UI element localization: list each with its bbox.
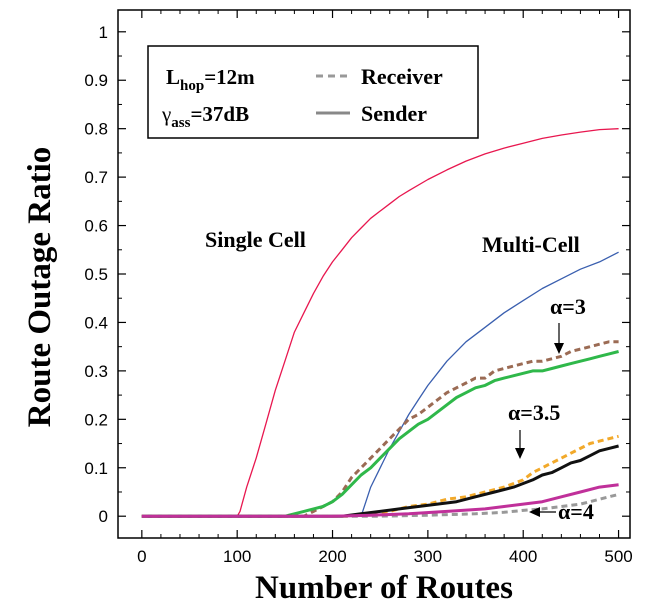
series-line-2 bbox=[141, 340, 619, 518]
y-tick-label: 0.5 bbox=[84, 265, 108, 284]
series-line-3 bbox=[141, 350, 619, 518]
multi-cell-label: Multi-Cell bbox=[482, 232, 580, 257]
legend-param-gamma-value: =37dB bbox=[190, 102, 249, 126]
y-tick-label: 0.6 bbox=[84, 217, 108, 236]
series-line-4 bbox=[141, 434, 619, 518]
y-tick-label: 0.8 bbox=[84, 120, 108, 139]
series-line-5 bbox=[141, 444, 619, 518]
series-line-0 bbox=[141, 128, 619, 517]
alpha-4-label: α=4 bbox=[558, 499, 594, 524]
x-tick-label: 300 bbox=[414, 547, 442, 566]
legend-param-gamma-base: γ bbox=[161, 102, 171, 126]
y-tick-label: 0.1 bbox=[84, 459, 108, 478]
ticks-layer: 0 100 200 300 400 500 0 0.1 0.2 0.3 0.4 0.5 0.6 0.7 0.… bbox=[84, 10, 633, 566]
series-line-1 bbox=[141, 251, 619, 517]
x-tick-label: 500 bbox=[604, 547, 632, 566]
legend-param-gamma: γass=37dB bbox=[161, 102, 249, 131]
legend-param-gamma-sub: ass bbox=[171, 115, 190, 131]
y-axis-label: Route Outage Ratio bbox=[22, 147, 58, 427]
legend-param-hop-sub: hop bbox=[180, 78, 204, 94]
series-line-7 bbox=[141, 483, 619, 518]
legend-param-hop-base: L bbox=[166, 65, 180, 89]
alpha-4-arrow bbox=[529, 507, 556, 517]
x-tick-label: 0 bbox=[137, 547, 146, 566]
series-line-6 bbox=[141, 492, 619, 518]
y-tick-label: 0.4 bbox=[84, 313, 108, 332]
y-tick-label: 0.9 bbox=[84, 71, 108, 90]
legend-sender-label: Sender bbox=[361, 101, 427, 126]
legend: Lhop=12m γass=37dB Receiver Sender bbox=[147, 45, 479, 139]
alpha-3-5-label: α=3.5 bbox=[508, 400, 560, 425]
x-axis-label: Number of Routes bbox=[255, 570, 513, 606]
x-tick-label: 400 bbox=[509, 547, 537, 566]
y-tick-label: 0.7 bbox=[84, 168, 108, 187]
alpha-3-5-arrow bbox=[515, 430, 525, 459]
series-layer bbox=[141, 128, 619, 518]
legend-box bbox=[147, 45, 479, 139]
legend-receiver-label: Receiver bbox=[361, 64, 443, 89]
legend-param-hop-value: =12m bbox=[204, 65, 255, 89]
alpha-3-arrow bbox=[554, 323, 564, 354]
legend-param-hop: Lhop=12m bbox=[166, 65, 255, 94]
y-tick-label: 0.3 bbox=[84, 362, 108, 381]
y-tick-label: 1 bbox=[99, 23, 108, 42]
single-cell-label: Single Cell bbox=[205, 227, 306, 252]
x-tick-label: 200 bbox=[318, 547, 346, 566]
alpha-3-label: α=3 bbox=[550, 294, 586, 319]
y-tick-label: 0.2 bbox=[84, 410, 108, 429]
x-tick-label: 100 bbox=[223, 547, 251, 566]
y-tick-label: 0 bbox=[99, 507, 108, 526]
